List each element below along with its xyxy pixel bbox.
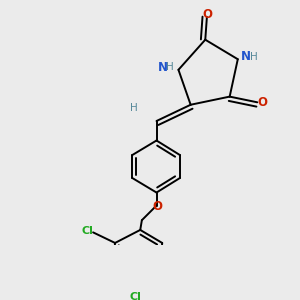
Text: N: N [241, 50, 251, 63]
Text: Cl: Cl [129, 292, 141, 300]
Text: H: H [166, 62, 174, 72]
Text: H: H [130, 103, 138, 113]
Text: O: O [258, 96, 268, 109]
Text: Cl: Cl [81, 226, 93, 236]
Text: O: O [202, 8, 212, 20]
Text: O: O [153, 200, 163, 213]
Text: H: H [250, 52, 257, 62]
Text: N: N [158, 61, 168, 74]
